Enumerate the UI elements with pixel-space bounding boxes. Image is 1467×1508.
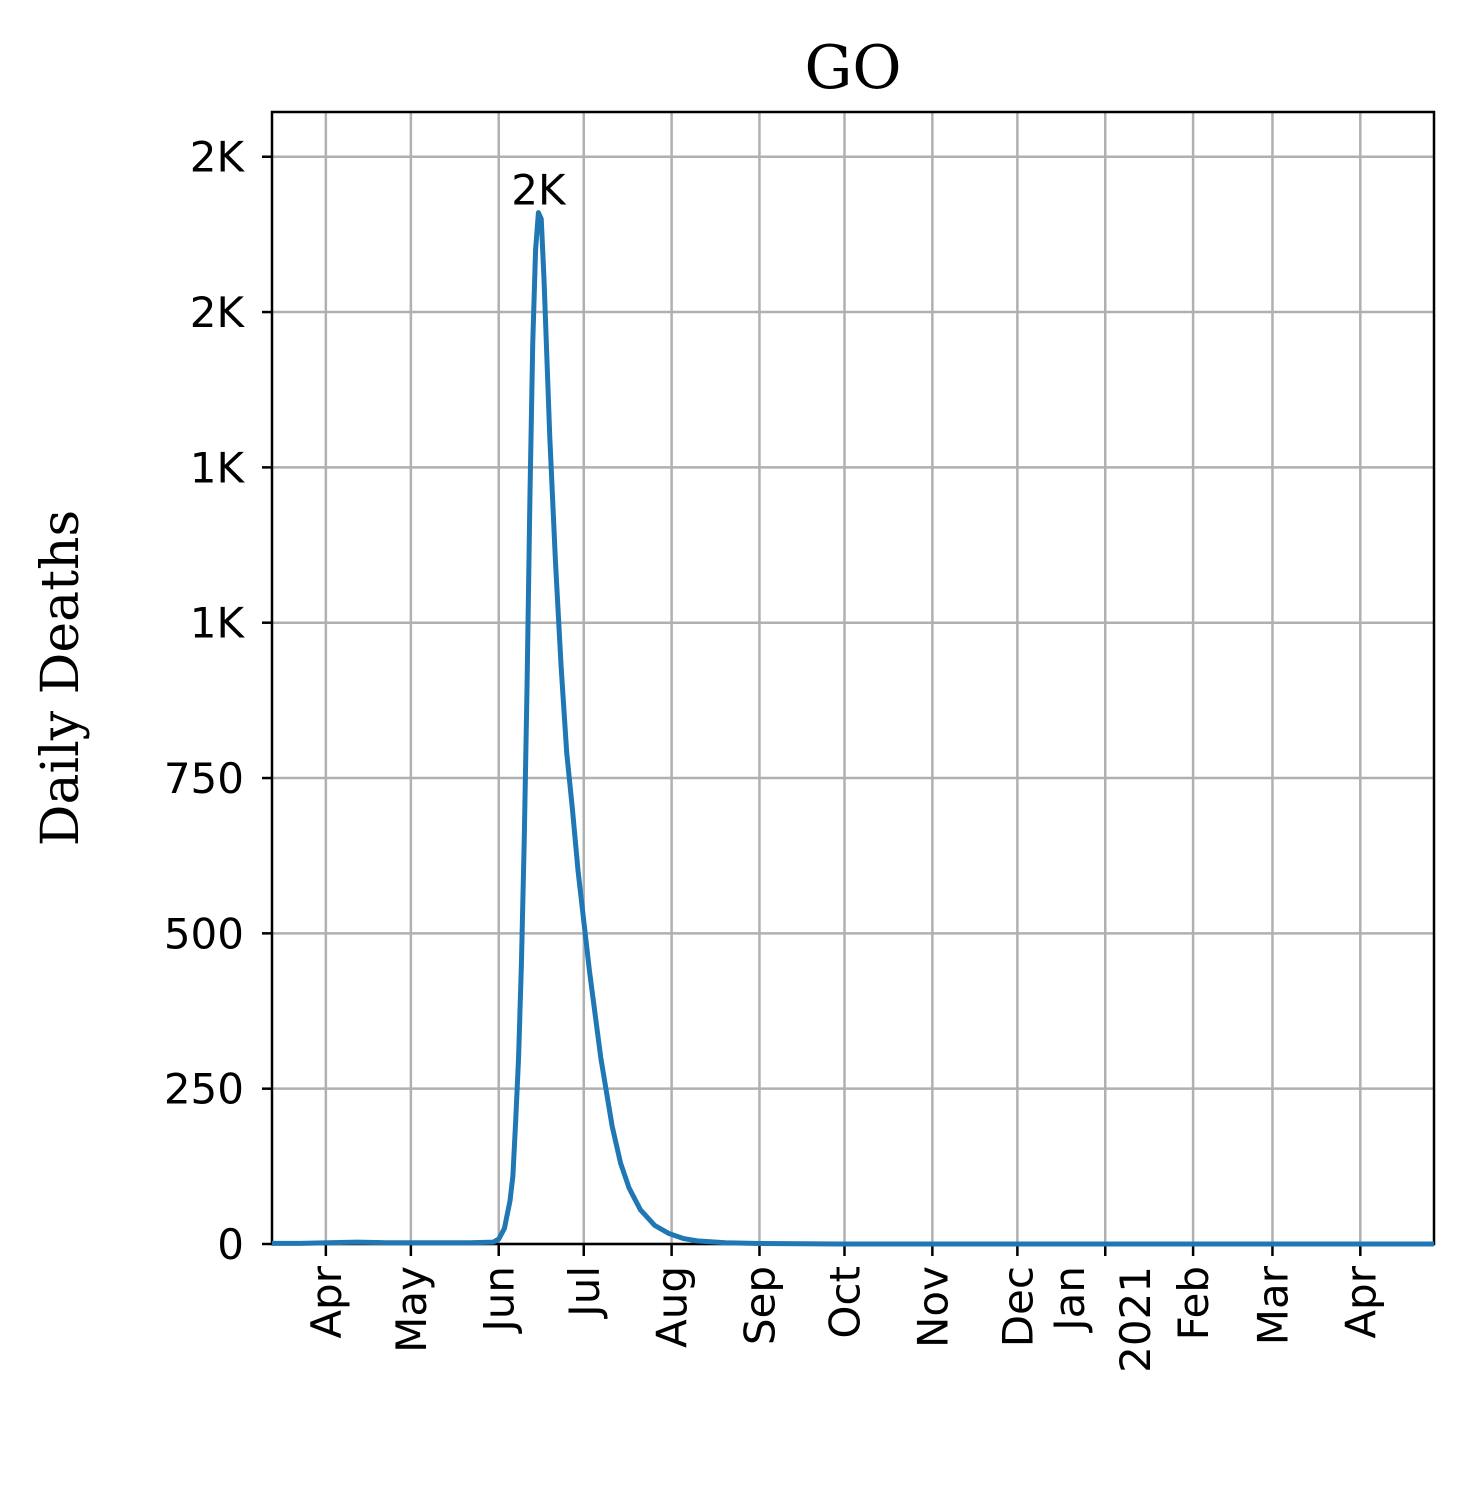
annotation: 2K — [511, 166, 567, 215]
x-tick-label: Mar — [1248, 1265, 1297, 1345]
x-tick-label: Sep — [735, 1266, 784, 1345]
x-tick-label: Apr — [302, 1265, 351, 1338]
x-tick-label: Feb — [1169, 1266, 1218, 1340]
x-tick-label: Nov — [908, 1266, 957, 1348]
y-tick-label: 1K — [190, 443, 246, 492]
plot-frame — [270, 110, 1436, 1246]
y-tick-label: 500 — [164, 909, 244, 958]
x-tick-label: Aug — [648, 1266, 697, 1348]
y-axis-label: Daily Deaths — [31, 510, 91, 846]
y-tick-label: 2K — [190, 288, 246, 337]
x-tick-label: May — [387, 1266, 436, 1353]
y-tick-label: 2K — [190, 133, 246, 182]
x-tick-label: Jan — [1045, 1266, 1094, 1334]
y-tick-label: 250 — [164, 1065, 244, 1114]
x-tick-label: Dec — [993, 1266, 1042, 1347]
y-tick-label: 1K — [190, 599, 246, 648]
y-tick-label: 0 — [217, 1220, 244, 1269]
x-tick-label: Jun — [475, 1266, 524, 1335]
y-tick-label: 750 — [164, 754, 244, 803]
x-tick-label: Jul — [560, 1266, 609, 1320]
x-tick-label: 2021 — [1111, 1266, 1160, 1373]
chart-title: GO — [804, 33, 901, 103]
x-tick-label: Apr — [1336, 1265, 1385, 1338]
data-line — [272, 210, 1434, 1247]
x-tick-label: Oct — [820, 1266, 869, 1339]
